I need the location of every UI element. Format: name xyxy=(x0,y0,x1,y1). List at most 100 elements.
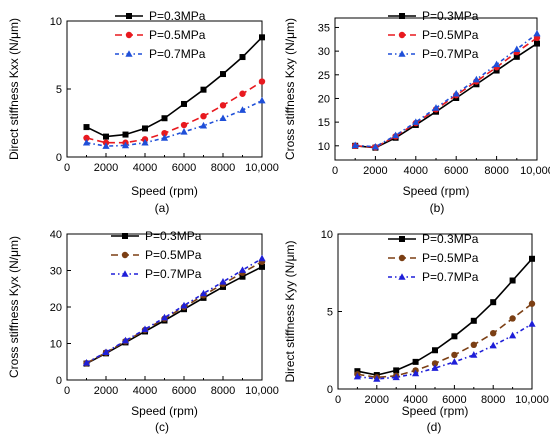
x-tick-label: 0 xyxy=(64,162,70,174)
y-axis-label: Cross stiffness Kxy (N/μm) xyxy=(283,18,297,160)
legend-label: P=0.3MPa xyxy=(422,9,479,23)
data-point xyxy=(451,351,458,359)
y-tick-label: 35 xyxy=(318,22,330,34)
data-point xyxy=(258,78,266,85)
data-point xyxy=(432,347,438,354)
y-tick-label: 0 xyxy=(56,152,62,164)
legend-marker xyxy=(125,50,133,57)
data-point xyxy=(238,266,247,273)
panel-label: (d) xyxy=(427,420,442,434)
series-line xyxy=(355,42,538,149)
data-point xyxy=(450,358,458,365)
legend-label: P=0.7MPa xyxy=(149,47,206,61)
data-series xyxy=(353,320,536,382)
data-point xyxy=(181,100,187,107)
data-point xyxy=(509,277,516,284)
legend-entry: P=0.3MPa xyxy=(388,9,479,23)
legend-label: P=0.3MPa xyxy=(145,229,202,243)
series-line xyxy=(357,258,533,376)
y-tick-label: 20 xyxy=(50,302,62,314)
data-series xyxy=(354,300,536,381)
data-point xyxy=(259,263,265,270)
series-line xyxy=(355,37,538,149)
data-point xyxy=(528,320,536,327)
data-point xyxy=(259,34,265,41)
chart-panel: 0 2000 4000 6000 8000 10,000 10 15 20 25 30 35 Speed… xyxy=(283,9,550,215)
x-tick-label: 2000 xyxy=(365,394,389,406)
series-line xyxy=(86,261,263,364)
data-point xyxy=(412,118,420,125)
series-line xyxy=(355,32,538,148)
y-tick-label: 30 xyxy=(318,46,330,58)
data-point xyxy=(258,96,266,104)
data-point xyxy=(160,134,169,141)
x-tick-label: 0 xyxy=(64,385,70,397)
legend-label: P=0.7MPa xyxy=(422,47,479,61)
legend-entry: P=0.3MPa xyxy=(388,232,479,246)
legend-label: P=0.5MPa xyxy=(149,28,206,42)
data-point xyxy=(371,142,379,150)
data-point xyxy=(490,330,497,337)
data-point xyxy=(509,315,516,322)
data-point xyxy=(83,134,90,142)
legend-marker xyxy=(398,254,406,262)
y-tick-label: 15 xyxy=(318,117,330,129)
x-axis-label: Speed (rpm) xyxy=(403,184,470,198)
x-tick-label: 0 xyxy=(335,394,341,406)
legend-marker xyxy=(399,13,405,19)
data-point xyxy=(470,351,478,358)
data-point xyxy=(431,364,439,371)
panel-label: (a) xyxy=(155,201,170,215)
data-point xyxy=(533,29,541,37)
legend-marker xyxy=(398,50,406,57)
legend-marker xyxy=(398,31,406,39)
x-tick-label: 4000 xyxy=(133,385,157,397)
data-point xyxy=(373,375,381,382)
data-point xyxy=(102,142,110,149)
data-point xyxy=(528,300,536,307)
x-tick-label: 2000 xyxy=(94,162,118,174)
data-point xyxy=(452,89,460,97)
x-tick-label: 6000 xyxy=(444,165,468,177)
y-tick-label: 0 xyxy=(327,384,333,396)
y-axis-label: Cross stiffness Kyx (N/μm) xyxy=(7,236,21,378)
series-line xyxy=(357,303,533,379)
x-tick-label: 10,000 xyxy=(245,385,279,397)
data-point xyxy=(161,130,168,137)
data-series xyxy=(82,96,266,149)
series-line xyxy=(86,266,263,365)
data-point xyxy=(220,71,226,78)
data-point xyxy=(122,131,129,138)
x-tick-label: 4000 xyxy=(404,165,428,177)
data-point xyxy=(180,121,188,129)
x-axis-label: Speed (rpm) xyxy=(131,184,198,198)
y-tick-label: 30 xyxy=(50,266,62,278)
data-point xyxy=(219,278,227,285)
chart-panel: 0 2000 4000 6000 8000 10,000 0 5 10 Speed (rpm) Di… xyxy=(283,229,549,434)
data-point xyxy=(239,54,246,61)
panel-label: (c) xyxy=(155,420,169,434)
data-point xyxy=(141,138,149,146)
data-point xyxy=(121,141,130,149)
legend-entry: P=0.5MPa xyxy=(388,251,479,265)
data-point xyxy=(509,331,517,339)
data-point xyxy=(353,372,361,380)
y-tick-label: 20 xyxy=(318,93,330,105)
legend-marker xyxy=(121,251,129,259)
data-series xyxy=(82,254,266,366)
data-point xyxy=(200,86,207,93)
x-axis-label: Speed (rpm) xyxy=(402,404,469,418)
x-tick-label: 10,000 xyxy=(245,162,279,174)
data-point xyxy=(141,325,149,333)
y-tick-label: 10 xyxy=(50,16,62,28)
y-tick-label: 40 xyxy=(50,229,62,241)
legend-entry: P=0.7MPa xyxy=(388,47,479,61)
legend-label: P=0.3MPa xyxy=(422,232,479,246)
y-axis-label: Direct stiffness Kyy (N/μm) xyxy=(283,240,297,382)
data-point xyxy=(238,106,247,113)
y-tick-label: 10 xyxy=(318,141,330,153)
legend-entry: P=0.5MPa xyxy=(115,28,206,42)
data-series xyxy=(351,29,541,150)
data-point xyxy=(489,341,497,349)
chart-panel: 0 2000 4000 6000 8000 10,000 0 5 10 Speed (rpm) Di… xyxy=(7,9,279,215)
